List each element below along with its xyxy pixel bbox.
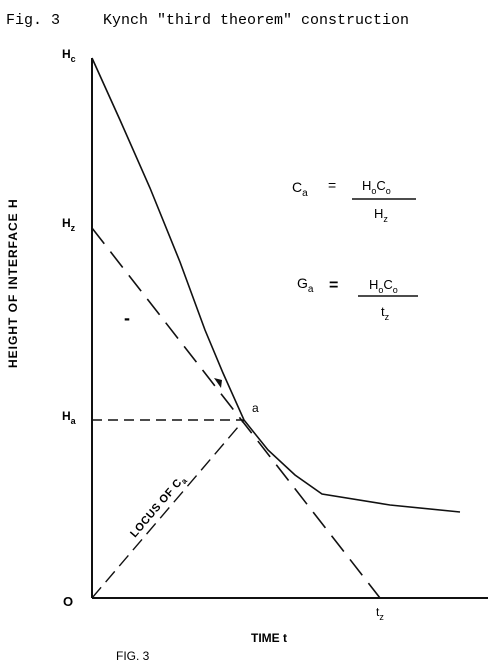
ga-numerator: HoCo: [369, 277, 398, 295]
dash-mark: -: [124, 308, 130, 328]
figure-caption: FIG. 3: [116, 649, 150, 661]
tick-hc: Hc: [62, 47, 76, 64]
locus-line: [91, 419, 245, 599]
ca-symbol: Ca: [292, 179, 308, 199]
settling-curve: [91, 57, 461, 513]
equation-ga: Ga = HoCo tz: [297, 275, 418, 322]
point-a-label: a: [252, 401, 259, 415]
x-axis-label: TIME t: [251, 631, 287, 645]
y-axis-label: HEIGHT OF INTERFACE H: [6, 198, 20, 368]
tick-hz: Hz: [62, 216, 76, 233]
fig-number: Fig. 3: [6, 12, 60, 29]
tick-ha: Ha: [62, 409, 77, 426]
figure-title: Kynch "third theorem" construction: [103, 12, 409, 29]
ga-equals: =: [329, 277, 338, 294]
locus-label: LOCUS OF Ca: [128, 473, 189, 541]
ca-denominator: Hz: [374, 206, 388, 224]
tangent-line: [91, 227, 381, 599]
origin-label: O: [63, 594, 73, 609]
ca-numerator: HoCo: [362, 178, 391, 196]
tangent-arrow: [214, 378, 222, 388]
ga-symbol: Ga: [297, 275, 314, 295]
ca-equals: =: [328, 177, 336, 193]
equation-ca: Ca = HoCo Hz: [292, 177, 416, 224]
tick-tz: tz: [376, 605, 384, 622]
ga-denominator: tz: [381, 304, 390, 322]
